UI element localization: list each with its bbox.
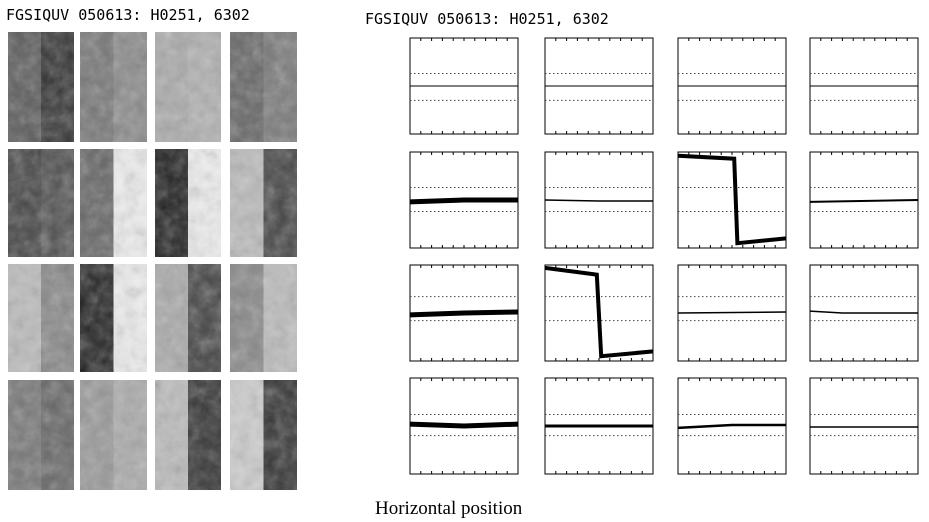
plot-cell [677,264,787,362]
image-texture [230,380,297,490]
plot-cell [809,151,919,249]
image-cell [80,380,147,490]
plot-line [544,265,654,359]
image-texture [80,149,147,257]
image-grid [8,32,297,490]
image-cell [155,149,221,257]
image-texture [8,264,74,372]
image-cell [8,32,74,142]
plot-cell [677,151,787,249]
plot-line [409,421,519,429]
image-texture [230,32,297,142]
image-texture [8,32,74,142]
plot-cell [544,264,654,362]
plot-cell [809,37,919,135]
plot-cell [544,151,654,249]
plot-frame [809,377,919,475]
image-texture [80,380,147,490]
plot-line [409,309,519,318]
plot-cell [409,264,519,362]
plot-line [809,310,918,314]
plot-line [677,423,786,430]
plot-grid [409,37,919,475]
x-axis-label: Horizontal position [375,498,523,519]
plot-cell [409,37,519,135]
plot-cell [409,377,519,475]
image-texture [155,149,221,257]
image-texture [230,264,297,372]
image-cell [80,32,147,142]
image-cell [155,264,221,372]
image-texture [8,380,74,490]
plot-cell [544,377,654,475]
plot-cell [544,37,654,135]
image-cell [230,149,297,257]
image-cell [8,149,74,257]
plot-line [677,311,787,314]
plot-frame [677,151,787,249]
image-cell [8,380,74,490]
plot-line [809,199,919,203]
right-title: FGSIQUV 050613: H0251, 6302 [365,10,609,28]
left-title: FGSIQUV 050613: H0251, 6302 [6,6,250,24]
plot-line [677,153,787,246]
plot-cell [809,264,919,362]
image-cell [230,32,297,142]
plot-line [544,199,653,202]
plot-line [409,197,518,205]
plot-cell [677,37,787,135]
image-cell [155,380,221,490]
image-cell [230,380,297,490]
image-texture [80,32,147,142]
image-texture [8,149,74,257]
plot-cell [809,377,919,475]
image-texture [155,264,221,372]
image-texture [155,380,221,490]
image-texture [230,149,297,257]
image-cell [155,32,221,142]
image-cell [80,264,147,372]
image-cell [80,149,147,257]
plot-cell [409,151,519,249]
image-texture [155,32,221,142]
plot-cell [677,377,787,475]
image-cell [8,264,74,372]
image-cell [230,264,297,372]
image-texture [80,264,147,372]
